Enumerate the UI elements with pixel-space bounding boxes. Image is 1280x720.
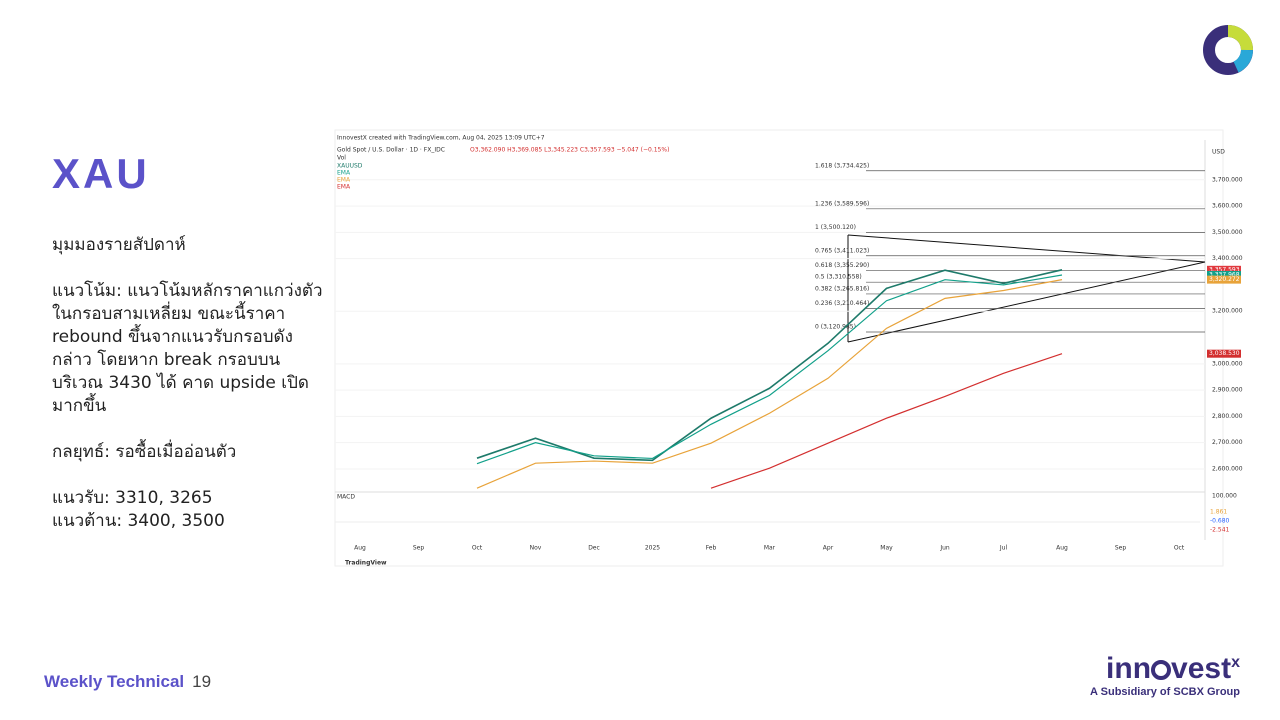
brand-x: x — [1231, 654, 1240, 671]
y-tick-label: 2,900.000 — [1212, 387, 1243, 394]
logo-seg — [1232, 49, 1253, 73]
macd-value: -2.541 — [1210, 527, 1230, 534]
x-tick-label: 2025 — [645, 545, 660, 552]
footer: Weekly Technical 19 — [44, 672, 211, 692]
y-tick-label: 3,000.000 — [1212, 360, 1243, 367]
fib-label: 0.618 (3,355.290) — [815, 262, 869, 269]
macd-value: 1.861 — [1210, 509, 1227, 516]
y-tick-label: 3,200.000 — [1212, 308, 1243, 315]
y-tick-label: 3,700.000 — [1212, 176, 1243, 183]
x-tick-label: Sep — [413, 545, 425, 552]
x-tick-label: Aug — [1056, 545, 1068, 552]
ohlc: O3,362.090 H3,369.085 L3,345.223 C3,357.… — [470, 147, 669, 154]
y-tick-label: 3,600.000 — [1212, 203, 1243, 210]
logo — [1203, 25, 1253, 75]
price-tag — [1207, 349, 1241, 358]
brand-logo: inn vestx — [1090, 652, 1240, 686]
brand-text: inn — [1106, 652, 1152, 685]
y-tick-label: 2,800.000 — [1212, 413, 1243, 420]
fib-label: 0.382 (3,265.816) — [815, 285, 869, 292]
logo-seg — [1227, 25, 1253, 51]
series-line — [710, 353, 1063, 489]
chart-frame — [334, 129, 1224, 567]
price-tag-label: 3,337.968 — [1209, 271, 1240, 278]
macd-axis: 100.000 — [1212, 493, 1237, 500]
price-tag — [1207, 275, 1241, 284]
price-tag — [1207, 270, 1241, 279]
legend-entry: XAUUSD — [337, 163, 363, 170]
macd-label: MACD — [337, 494, 355, 501]
slide-title: XAU — [52, 150, 150, 197]
fib-label: 0 (3,120.985) — [815, 324, 856, 331]
tv-logo: TradingView — [345, 560, 387, 567]
brand: inn vestx A Subsidiary of SCBX Group — [1090, 652, 1240, 698]
subsidiary: A Subsidiary of SCBX Group — [1090, 686, 1240, 698]
fib-label: 0.5 (3,310.558) — [815, 274, 862, 281]
x-tick-label: May — [880, 545, 893, 552]
vol: Vol — [337, 155, 346, 162]
fib-label: 0.236 (3,210.464) — [815, 300, 869, 307]
chart-title: Gold Spot / U.S. Dollar · 1D · FX_IDC — [337, 147, 445, 154]
fib-label: 0.765 (3,411.023) — [815, 247, 869, 254]
slide-body: มุมมองรายสัปดาห์ แนวโน้ม: แนวโน้มหลักราค… — [52, 234, 324, 533]
x-tick-label: Nov — [530, 545, 542, 552]
x-tick-label: Jul — [999, 545, 1008, 552]
triangle-line — [847, 234, 1206, 263]
legend-entry: EMA — [337, 170, 351, 177]
x-tick-label: Apr — [823, 545, 834, 552]
price-tag — [1207, 265, 1241, 274]
price-tag-label: 3,357.593 — [1209, 266, 1240, 273]
fib-label: 1 (3,500.120) — [815, 224, 856, 231]
brand-text2: vest — [1171, 652, 1232, 685]
y-tick-label: 2,600.000 — [1212, 465, 1243, 472]
x-tick-label: Aug — [354, 545, 366, 552]
legend-entry: EMA — [337, 177, 351, 184]
x-tick-label: Oct — [1174, 545, 1185, 552]
series-line — [476, 274, 1063, 465]
x-tick-label: Dec — [588, 545, 600, 552]
price-tag-label: 3,320.272 — [1209, 276, 1240, 283]
series-line — [476, 279, 1063, 489]
view: มุมมองรายสัปดาห์ — [52, 235, 186, 255]
page-number: 19 — [192, 672, 212, 691]
y-tick-label: 3,500.000 — [1212, 229, 1243, 236]
y-tick-label: 3,400.000 — [1212, 255, 1243, 262]
y-tick-label: 2,700.000 — [1212, 439, 1243, 446]
unit: USD — [1212, 149, 1225, 156]
x-tick-label: Oct — [472, 545, 483, 552]
support: แนวรับ: 3310, 3265 — [52, 488, 213, 508]
fib-label: 1.618 (3,734.425) — [815, 162, 869, 169]
resistance: แนวต้าน: 3400, 3500 — [52, 511, 225, 531]
x-tick-label: Sep — [1115, 545, 1127, 552]
brand-o — [1151, 660, 1172, 680]
price-tag-label: 3,038.530 — [1209, 350, 1240, 357]
macd-value: -0.680 — [1210, 518, 1230, 525]
x-tick-label: Mar — [764, 545, 776, 552]
x-tick-label: Feb — [706, 545, 717, 552]
legend-entry: EMA — [337, 184, 351, 191]
credit: InnovestX created with TradingView.com, … — [337, 135, 545, 142]
trend: แนวโน้ม: แนวโน้มหลักราคาแกว่งตัวในกรอบสา… — [52, 281, 323, 416]
x-tick-label: Jun — [939, 545, 950, 552]
triangle-line — [847, 261, 1206, 343]
strategy: กลยุทธ์: รอซื้อเมื่ออ่อนตัว — [52, 442, 237, 462]
footer-title: Weekly Technical — [44, 672, 185, 691]
fib-label: 1.236 (3,589.596) — [815, 200, 869, 207]
